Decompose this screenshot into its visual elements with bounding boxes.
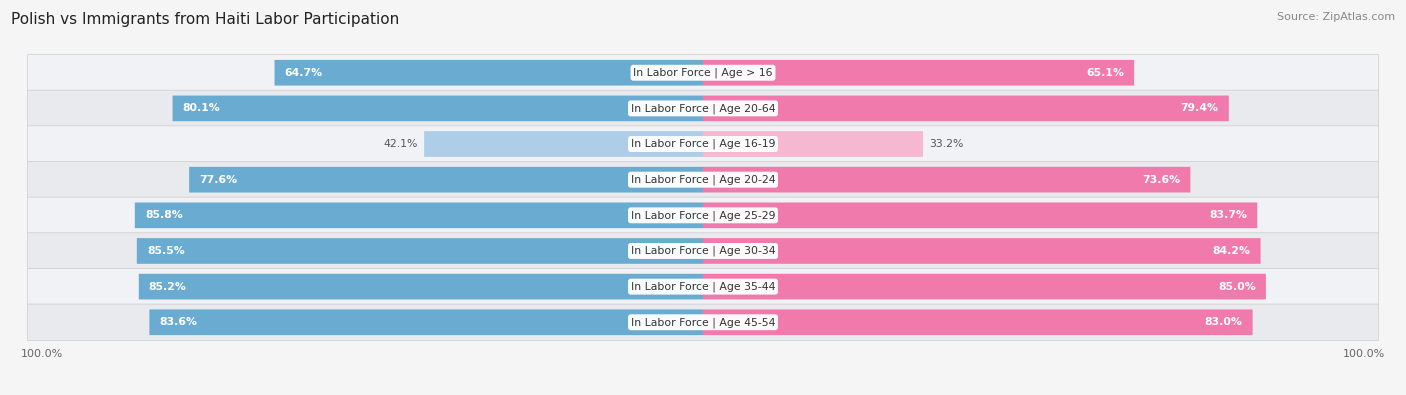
Text: 85.0%: 85.0% [1218, 282, 1256, 292]
FancyBboxPatch shape [703, 96, 1229, 121]
Text: 65.1%: 65.1% [1087, 68, 1123, 78]
Text: 80.1%: 80.1% [183, 103, 221, 113]
FancyBboxPatch shape [27, 269, 1379, 305]
Text: In Labor Force | Age > 16: In Labor Force | Age > 16 [633, 68, 773, 78]
FancyBboxPatch shape [136, 238, 703, 264]
Text: 85.8%: 85.8% [145, 210, 183, 220]
Text: 85.5%: 85.5% [146, 246, 184, 256]
Text: 83.6%: 83.6% [159, 317, 197, 327]
FancyBboxPatch shape [27, 126, 1379, 162]
Text: In Labor Force | Age 16-19: In Labor Force | Age 16-19 [631, 139, 775, 149]
FancyBboxPatch shape [274, 60, 703, 86]
Text: 73.6%: 73.6% [1142, 175, 1181, 185]
FancyBboxPatch shape [703, 203, 1257, 228]
Text: In Labor Force | Age 45-54: In Labor Force | Age 45-54 [631, 317, 775, 327]
FancyBboxPatch shape [27, 162, 1379, 198]
FancyBboxPatch shape [425, 131, 703, 157]
FancyBboxPatch shape [149, 309, 703, 335]
Text: 42.1%: 42.1% [384, 139, 418, 149]
Text: 85.2%: 85.2% [149, 282, 187, 292]
FancyBboxPatch shape [173, 96, 703, 121]
Text: 77.6%: 77.6% [200, 175, 238, 185]
Text: In Labor Force | Age 35-44: In Labor Force | Age 35-44 [631, 281, 775, 292]
Text: In Labor Force | Age 20-24: In Labor Force | Age 20-24 [631, 175, 775, 185]
Text: 83.0%: 83.0% [1205, 317, 1243, 327]
Text: 100.0%: 100.0% [1343, 349, 1385, 359]
FancyBboxPatch shape [27, 55, 1379, 91]
FancyBboxPatch shape [135, 203, 703, 228]
Text: 83.7%: 83.7% [1209, 210, 1247, 220]
Text: In Labor Force | Age 25-29: In Labor Force | Age 25-29 [631, 210, 775, 220]
Text: In Labor Force | Age 20-64: In Labor Force | Age 20-64 [631, 103, 775, 114]
Text: Source: ZipAtlas.com: Source: ZipAtlas.com [1277, 12, 1395, 22]
FancyBboxPatch shape [703, 167, 1191, 192]
Text: 79.4%: 79.4% [1181, 103, 1219, 113]
FancyBboxPatch shape [27, 233, 1379, 269]
Text: In Labor Force | Age 30-34: In Labor Force | Age 30-34 [631, 246, 775, 256]
FancyBboxPatch shape [27, 90, 1379, 126]
FancyBboxPatch shape [27, 197, 1379, 233]
FancyBboxPatch shape [703, 60, 1135, 86]
FancyBboxPatch shape [139, 274, 703, 299]
Text: 100.0%: 100.0% [21, 349, 63, 359]
Text: Polish vs Immigrants from Haiti Labor Participation: Polish vs Immigrants from Haiti Labor Pa… [11, 12, 399, 27]
FancyBboxPatch shape [27, 304, 1379, 340]
FancyBboxPatch shape [703, 238, 1261, 264]
Text: 33.2%: 33.2% [929, 139, 963, 149]
Text: 84.2%: 84.2% [1212, 246, 1250, 256]
FancyBboxPatch shape [703, 131, 922, 157]
FancyBboxPatch shape [703, 274, 1265, 299]
FancyBboxPatch shape [190, 167, 703, 192]
Text: 64.7%: 64.7% [284, 68, 323, 78]
FancyBboxPatch shape [703, 309, 1253, 335]
